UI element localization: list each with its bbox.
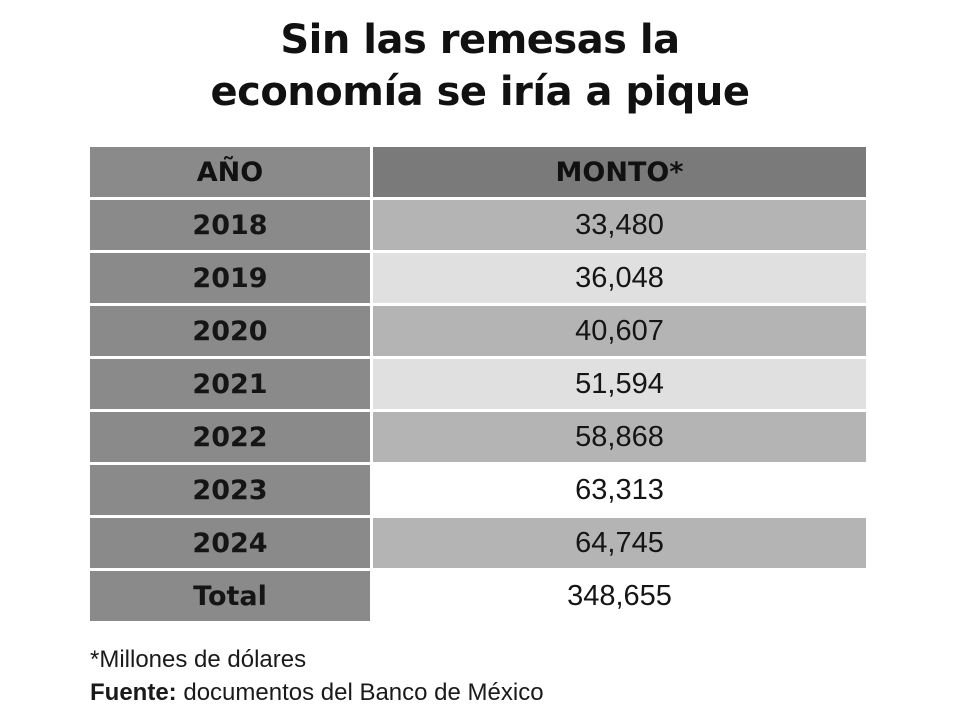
row-amount: 63,313 bbox=[373, 465, 866, 515]
total-label: Total bbox=[90, 571, 370, 621]
row-year: 2018 bbox=[90, 200, 370, 250]
row-amount: 33,480 bbox=[373, 200, 866, 250]
source-label: Fuente: bbox=[90, 679, 177, 706]
row-year: 2024 bbox=[90, 518, 370, 568]
row-amount: 58,868 bbox=[373, 412, 866, 462]
row-year: 2021 bbox=[90, 359, 370, 409]
table-row: 2024 64,745 bbox=[90, 518, 866, 568]
row-amount: 36,048 bbox=[373, 253, 866, 303]
row-amount: 64,745 bbox=[373, 518, 866, 568]
source-text: documentos del Banco de México bbox=[183, 679, 544, 706]
row-amount: 40,607 bbox=[373, 306, 866, 356]
row-year: 2023 bbox=[90, 465, 370, 515]
total-amount: 348,655 bbox=[373, 571, 866, 621]
table-row: 2022 58,868 bbox=[90, 412, 866, 462]
row-year: 2022 bbox=[90, 412, 370, 462]
header-amount: MONTO* bbox=[373, 147, 866, 197]
table-row: 2018 33,480 bbox=[90, 200, 866, 250]
table-row: 2021 51,594 bbox=[90, 359, 866, 409]
chart-notes: *Millones de dólares Fuente: documentos … bbox=[90, 643, 544, 709]
row-year: 2020 bbox=[90, 306, 370, 356]
remittances-table: AÑO MONTO* 2018 33,480 2019 36,048 2020 40,60… bbox=[90, 147, 866, 624]
table-header-row: AÑO MONTO* bbox=[90, 147, 866, 197]
table-row: 2020 40,607 bbox=[90, 306, 866, 356]
row-amount: 51,594 bbox=[373, 359, 866, 409]
header-year: AÑO bbox=[90, 147, 370, 197]
table-body: 2018 33,480 2019 36,048 2020 40,607 2021 51,594… bbox=[90, 200, 866, 568]
title-line-1: Sin las remesas la bbox=[280, 17, 680, 63]
footnote: *Millones de dólares bbox=[90, 646, 307, 673]
row-year: 2019 bbox=[90, 253, 370, 303]
table-row: 2023 63,313 bbox=[90, 465, 866, 515]
table-row: 2019 36,048 bbox=[90, 253, 866, 303]
source-line: Fuente: documentos del Banco de México bbox=[90, 676, 544, 709]
table-total-row: Total 348,655 bbox=[90, 571, 866, 621]
title-line-2: economía se iría a pique bbox=[210, 69, 750, 115]
chart-title: Sin las remesas la economía se iría a pi… bbox=[0, 14, 960, 118]
